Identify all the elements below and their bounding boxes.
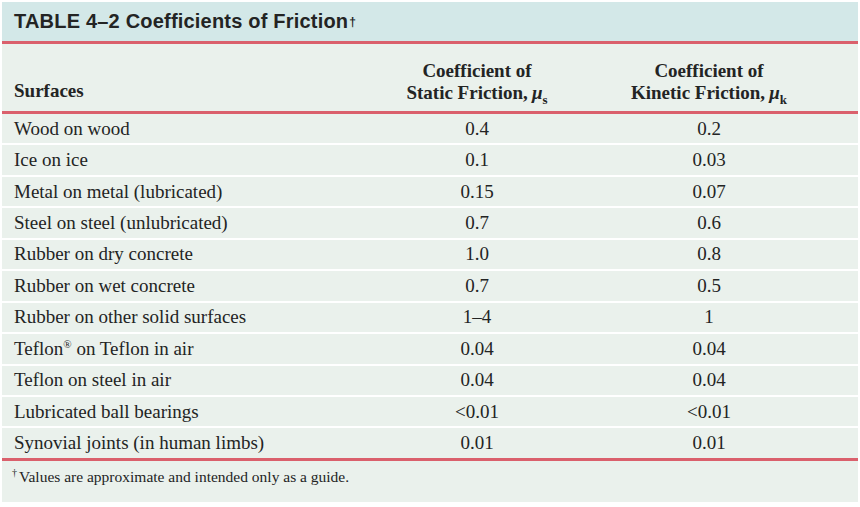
table-row: Rubber on dry concrete1.00.8 bbox=[2, 240, 858, 271]
static-friction-value: 0.15 bbox=[377, 181, 577, 203]
kinetic-friction-value: 0.8 bbox=[577, 243, 841, 265]
surface-cell: Steel on steel (unlubricated) bbox=[2, 212, 377, 234]
surface-cell: Rubber on other solid surfaces bbox=[2, 306, 377, 328]
table-row: Steel on steel (unlubricated)0.70.6 bbox=[2, 208, 858, 239]
kinetic-friction-value: 0.04 bbox=[577, 369, 841, 391]
column-header-kinetic-friction: Coefficient of Kinetic Friction,μk bbox=[577, 60, 841, 111]
kinetic-friction-value: 0.6 bbox=[577, 212, 841, 234]
surface-cell: Rubber on dry concrete bbox=[2, 243, 377, 265]
registered-trademark-symbol: ® bbox=[63, 337, 71, 349]
kinetic-header-line2: Kinetic Friction, bbox=[631, 82, 765, 103]
table-row: Teflon® on Teflon in air0.040.04 bbox=[2, 334, 858, 365]
kinetic-subscript: k bbox=[780, 92, 787, 107]
footnote-dagger-marker: † bbox=[12, 467, 17, 478]
kinetic-friction-value: <0.01 bbox=[577, 401, 841, 423]
surface-cell: Rubber on wet concrete bbox=[2, 275, 377, 297]
kinetic-friction-value: 0.03 bbox=[577, 149, 841, 171]
mu-symbol: μ bbox=[769, 82, 780, 103]
footnote: †Values are approximate and intended onl… bbox=[2, 461, 858, 502]
table-row: Lubricated ball bearings<0.01<0.01 bbox=[2, 397, 858, 428]
kinetic-header-line1: Coefficient of bbox=[654, 60, 763, 81]
table-title: TABLE 4–2 Coefficients of Friction bbox=[14, 10, 348, 33]
kinetic-friction-value: 0.5 bbox=[577, 275, 841, 297]
table-row: Rubber on wet concrete0.70.5 bbox=[2, 271, 858, 302]
column-header-surfaces: Surfaces bbox=[2, 80, 377, 111]
surface-cell: Teflon on steel in air bbox=[2, 369, 377, 391]
static-friction-value: 0.7 bbox=[377, 212, 577, 234]
kinetic-friction-value: 0.2 bbox=[577, 118, 841, 140]
table-header-row: Surfaces Coefficient of Static Friction,… bbox=[2, 44, 858, 111]
surface-cell: Lubricated ball bearings bbox=[2, 401, 377, 423]
kinetic-friction-value: 0.01 bbox=[577, 432, 841, 454]
static-friction-value: 1–4 bbox=[377, 306, 577, 328]
static-friction-value: 0.04 bbox=[377, 338, 577, 360]
table-title-bar: TABLE 4–2 Coefficients of Friction† bbox=[2, 2, 858, 41]
static-friction-value: 1.0 bbox=[377, 243, 577, 265]
table-row: Teflon on steel in air0.040.04 bbox=[2, 366, 858, 397]
kinetic-friction-value: 1 bbox=[577, 306, 841, 328]
surface-cell: Teflon® on Teflon in air bbox=[2, 338, 377, 360]
surface-cell: Wood on wood bbox=[2, 118, 377, 140]
table-row: Ice on ice0.10.03 bbox=[2, 145, 858, 176]
static-friction-value: 0.01 bbox=[377, 432, 577, 454]
static-header-line2: Static Friction, bbox=[406, 82, 527, 103]
surface-cell: Synovial joints (in human limbs) bbox=[2, 432, 377, 454]
static-friction-value: 0.7 bbox=[377, 275, 577, 297]
surface-cell: Metal on metal (lubricated) bbox=[2, 181, 377, 203]
static-header-line1: Coefficient of bbox=[422, 60, 531, 81]
static-friction-value: 0.4 bbox=[377, 118, 577, 140]
column-header-static-friction: Coefficient of Static Friction,μs bbox=[377, 60, 577, 111]
kinetic-friction-value: 0.07 bbox=[577, 181, 841, 203]
surface-cell: Ice on ice bbox=[2, 149, 377, 171]
mu-symbol: μ bbox=[532, 82, 543, 103]
kinetic-friction-value: 0.04 bbox=[577, 338, 841, 360]
table-row: Wood on wood0.40.2 bbox=[2, 114, 858, 145]
static-friction-value: 0.1 bbox=[377, 149, 577, 171]
static-friction-value: <0.01 bbox=[377, 401, 577, 423]
table-row: Synovial joints (in human limbs)0.010.01 bbox=[2, 428, 858, 458]
table-row: Metal on metal (lubricated)0.150.07 bbox=[2, 177, 858, 208]
static-friction-value: 0.04 bbox=[377, 369, 577, 391]
table-body: Wood on wood0.40.2Ice on ice0.10.03Metal… bbox=[2, 114, 858, 458]
static-subscript: s bbox=[543, 92, 548, 107]
friction-table-figure: TABLE 4–2 Coefficients of Friction† Surf… bbox=[0, 0, 860, 507]
table-row: Rubber on other solid surfaces1–41 bbox=[2, 303, 858, 334]
footnote-text: Values are approximate and intended only… bbox=[19, 468, 349, 485]
